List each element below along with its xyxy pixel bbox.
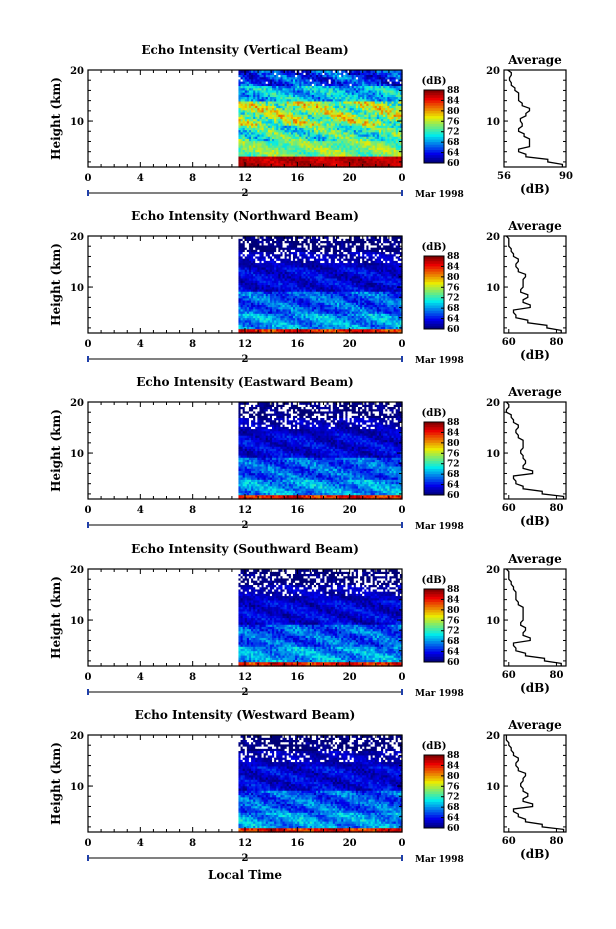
x-tick-label: 0 bbox=[399, 173, 406, 184]
colorbar-tick-label: 64 bbox=[447, 149, 460, 159]
heatmap-cells bbox=[238, 70, 402, 168]
chart-panel-1: Echo Intensity (Vertical Beam)2010Height… bbox=[49, 43, 573, 200]
day-marker: 2 bbox=[242, 188, 249, 199]
colorbar-tick-label: 88 bbox=[447, 86, 460, 96]
average-x-tick-label: 56 bbox=[497, 171, 511, 182]
average-x-label: (dB) bbox=[520, 182, 550, 196]
colorbar-tick-label: 68 bbox=[447, 138, 460, 148]
x-tick-label: 16 bbox=[290, 173, 304, 184]
panel-title: Echo Intensity (Vertical Beam) bbox=[141, 43, 348, 57]
colorbar-tick-label: 80 bbox=[447, 107, 460, 117]
x-tick-label: 4 bbox=[137, 173, 144, 184]
month-label: Mar 1998 bbox=[415, 190, 464, 200]
average-profile-line bbox=[508, 70, 563, 167]
y-tick-label: 10 bbox=[70, 117, 84, 128]
panel-title: Echo Intensity (Northward Beam) bbox=[131, 209, 359, 223]
average-title: Average bbox=[507, 53, 562, 67]
average-frame bbox=[504, 70, 566, 167]
colorbar-tick-label: 76 bbox=[447, 117, 460, 127]
colorbar-tick-label: 72 bbox=[447, 128, 460, 138]
average-x-tick-label: 90 bbox=[559, 171, 573, 182]
y-tick-label: 20 bbox=[70, 66, 84, 77]
x-tick-label: 20 bbox=[343, 173, 357, 184]
x-tick-label: 12 bbox=[238, 173, 252, 184]
x-tick-label: 0 bbox=[85, 173, 92, 184]
average-profile: Average 20 10 56 90 (dB) bbox=[486, 53, 573, 196]
colorbar-tick-label: 60 bbox=[447, 159, 460, 169]
x-tick-label: 8 bbox=[189, 173, 196, 184]
colorbar-tick-label: 84 bbox=[447, 96, 460, 106]
y-axis-label: Height (km) bbox=[49, 77, 63, 160]
heatmap-cells bbox=[238, 236, 402, 334]
average-y-tick-label: 10 bbox=[486, 117, 500, 128]
chart-panel-2: Echo Intensity (Northward Beam)2010Heigh… bbox=[49, 209, 566, 366]
average-y-tick-label: 20 bbox=[486, 66, 500, 77]
colorbar-unit: (dB) bbox=[422, 76, 447, 87]
